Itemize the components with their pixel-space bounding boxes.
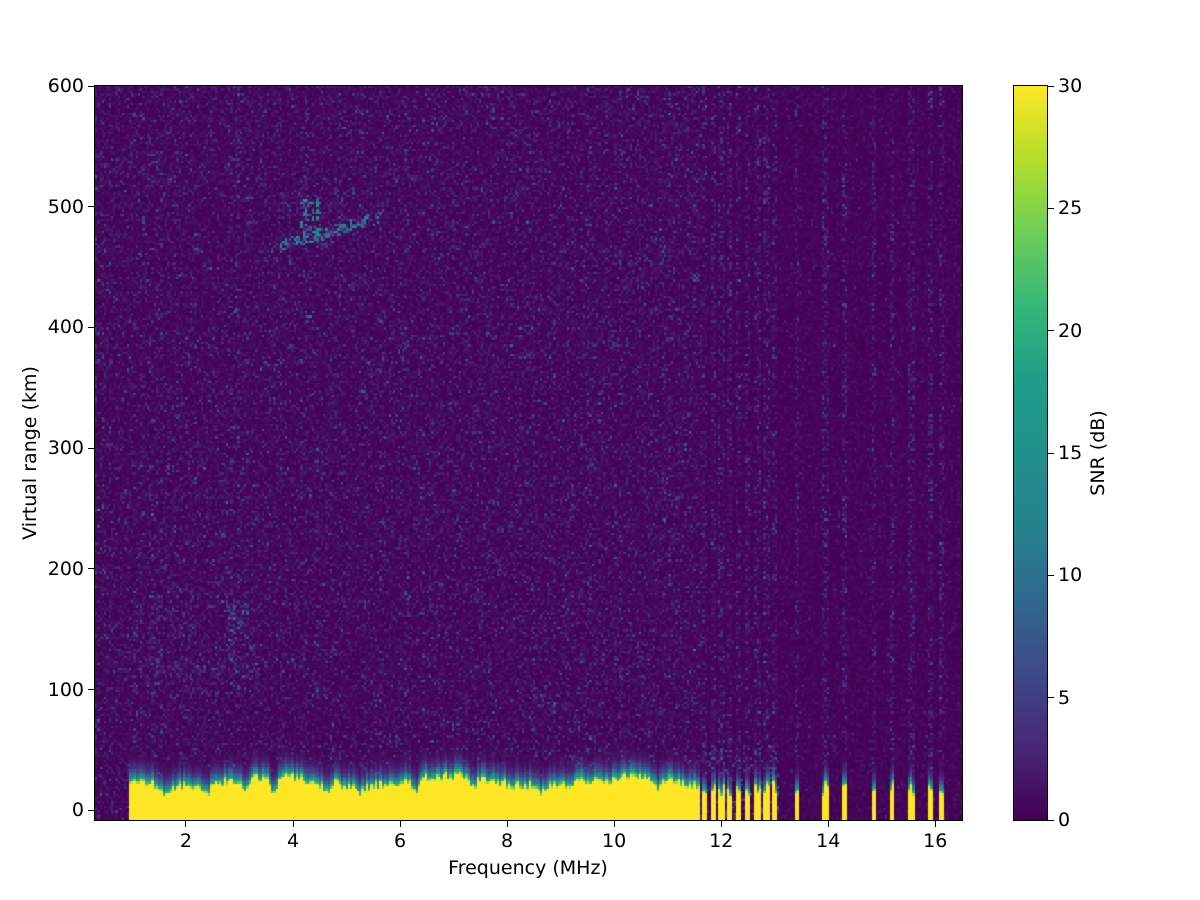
- x-tick-mark: [506, 821, 508, 827]
- x-tick-mark: [613, 821, 615, 827]
- x-tick-label: 8: [501, 830, 514, 852]
- y-tick-mark: [88, 689, 94, 691]
- y-tick-mark: [88, 809, 94, 811]
- x-tick-label: 12: [709, 830, 734, 852]
- colorbar-tick-mark: [1048, 697, 1054, 699]
- colorbar-tick-mark: [1048, 330, 1054, 332]
- colorbar-tick-mark: [1048, 574, 1054, 576]
- colorbar-tick-label: 25: [1058, 197, 1083, 220]
- y-tick-label: 0: [71, 799, 84, 822]
- y-tick-label: 600: [47, 75, 84, 97]
- x-tick-mark: [399, 821, 401, 827]
- x-tick-label: 6: [394, 830, 407, 852]
- colorbar-tick-mark: [1048, 207, 1054, 209]
- colorbar-tick-label: 10: [1058, 564, 1083, 587]
- y-tick-mark: [88, 447, 94, 449]
- y-tick-mark: [88, 568, 94, 570]
- y-tick-label: 400: [47, 316, 84, 339]
- colorbar-tick-label: 20: [1058, 319, 1083, 342]
- colorbar-tick-mark: [1048, 85, 1054, 87]
- x-tick-label: 4: [286, 830, 300, 852]
- colorbar-tick-label: 5: [1058, 686, 1071, 709]
- colorbar-tick-label: 0: [1058, 809, 1071, 831]
- x-tick-mark: [827, 821, 829, 827]
- x-tick-mark: [292, 821, 294, 827]
- heatmap-canvas: [95, 86, 962, 820]
- x-tick-mark: [185, 821, 187, 827]
- y-tick-mark: [88, 326, 94, 328]
- x-tick-label: 2: [179, 830, 193, 852]
- y-tick-mark: [88, 85, 94, 87]
- y-tick-label: 100: [47, 678, 84, 701]
- x-tick-mark: [934, 821, 936, 827]
- colorbar-tick-label: 15: [1058, 442, 1083, 464]
- colorbar-tick-mark: [1048, 819, 1054, 821]
- x-tick-mark: [720, 821, 722, 827]
- x-tick-label: 14: [816, 830, 841, 852]
- y-tick-label: 200: [47, 557, 84, 580]
- x-axis-label: Frequency (MHz): [448, 857, 608, 879]
- y-tick-label: 300: [47, 437, 84, 460]
- x-tick-label: 10: [602, 830, 627, 852]
- x-tick-label: 16: [923, 830, 948, 852]
- y-tick-label: 500: [47, 195, 84, 218]
- colorbar-tick-label: 30: [1058, 75, 1083, 97]
- y-tick-mark: [88, 206, 94, 208]
- colorbar-gradient: [1014, 86, 1047, 820]
- colorbar-tick-mark: [1048, 452, 1054, 454]
